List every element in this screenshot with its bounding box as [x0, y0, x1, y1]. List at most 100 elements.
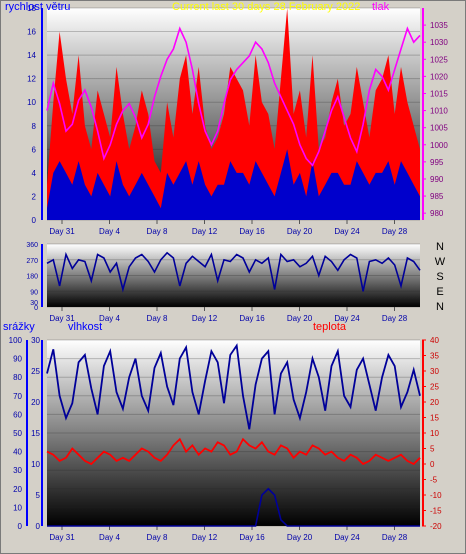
temp-tick-label: 10: [430, 429, 439, 438]
temp-tick-label: 25: [430, 383, 439, 392]
y-tick-label: 60: [13, 410, 22, 419]
y-tick-label: 10: [13, 503, 22, 512]
y-tick-label: 70: [13, 392, 22, 401]
x-tick-label: Day 24: [334, 227, 360, 236]
direction-label: W: [435, 256, 446, 268]
temp-tick-label: -5: [430, 476, 438, 485]
temp-tick-label: 0: [430, 460, 435, 469]
y2-tick-label: 1005: [430, 124, 448, 133]
y-tick-label: 40: [13, 448, 22, 457]
y-tick-label: 4: [32, 169, 37, 178]
y2-tick-label: 1020: [430, 72, 448, 81]
y-tick-label: 90: [13, 355, 22, 364]
rain-tick-label: 25: [31, 367, 40, 376]
y-tick-label: 0: [32, 216, 37, 225]
y2-tick-label: 985: [430, 192, 444, 201]
direction-chart-plot: [47, 244, 420, 307]
y2-tick-label: 980: [430, 209, 444, 218]
temp-tick-label: 35: [430, 352, 439, 361]
y-tick-label: 100: [9, 336, 23, 345]
temp-tick-label: 15: [430, 414, 439, 423]
temp-tick-label: -20: [430, 522, 442, 531]
x-tick-label: Day 28: [382, 314, 408, 323]
x-tick-label: Day 31: [49, 533, 75, 542]
temp-tick-label: 20: [430, 398, 439, 407]
y-tick-label: 14: [27, 51, 36, 60]
x-tick-label: Day 4: [99, 227, 120, 236]
y-tick-label: 10: [27, 98, 36, 107]
y-tick-label: 6: [32, 145, 37, 154]
y-tick-label: 0: [18, 522, 23, 531]
y2-tick-label: 1030: [430, 38, 448, 47]
chart-title: Current last 30 days 28 February 2022: [172, 1, 360, 13]
temperature-label: teplota: [313, 321, 347, 333]
x-tick-label: Day 24: [334, 314, 360, 323]
x-tick-label: Day 12: [192, 533, 218, 542]
y2-tick-label: 1035: [430, 21, 448, 30]
x-tick-label: Day 8: [147, 227, 168, 236]
y2-tick-label: 1000: [430, 141, 448, 150]
wind-speed-label: rychlost větru: [5, 1, 70, 13]
rain-tick-label: 10: [31, 460, 40, 469]
rain-tick-label: 5: [36, 491, 41, 500]
y-tick-label: 180: [26, 274, 38, 281]
pressure-line: [46, 26, 421, 167]
direction-label: S: [436, 271, 443, 283]
x-tick-label: Day 31: [49, 227, 75, 236]
x-tick-label: Day 28: [382, 227, 408, 236]
gust-area: [47, 8, 420, 220]
y2-tick-label: 1010: [430, 107, 448, 116]
temp-tick-label: -15: [430, 507, 442, 516]
y2-tick-label: 1025: [430, 55, 448, 64]
humidity-label: vlhkost: [68, 321, 102, 333]
x-tick-label: Day 31: [49, 314, 75, 323]
y-tick-label: 12: [27, 75, 36, 84]
x-tick-label: Day 12: [192, 227, 218, 236]
humidity-line: [46, 343, 421, 430]
humidity-chart-plot: [47, 340, 420, 526]
rain-label: srážky: [3, 321, 35, 333]
x-tick-label: Day 4: [99, 314, 120, 323]
y-tick-label: 2: [32, 192, 37, 201]
x-tick-label: Day 20: [287, 533, 313, 542]
temp-tick-label: 40: [430, 336, 439, 345]
y-tick-label: 16: [27, 28, 36, 37]
x-tick-label: Day 24: [334, 533, 360, 542]
rain-tick-label: 0: [36, 522, 41, 531]
y-tick-label: 80: [13, 373, 22, 382]
direction-label: E: [436, 286, 443, 298]
y2-tick-label: 1015: [430, 89, 448, 98]
x-tick-label: Day 4: [99, 533, 120, 542]
y-tick-label: 90: [30, 289, 38, 296]
x-tick-label: Day 16: [239, 227, 265, 236]
wind-area: [47, 149, 420, 220]
x-tick-label: Day 8: [147, 314, 168, 323]
y-tick-label: 8: [32, 122, 37, 131]
x-tick-label: Day 16: [239, 314, 265, 323]
y-tick-label: 20: [13, 485, 22, 494]
y-tick-label: 30: [13, 466, 22, 475]
x-tick-label: Day 16: [239, 533, 265, 542]
y-tick-label: 0: [34, 305, 38, 312]
x-tick-label: Day 12: [192, 314, 218, 323]
x-tick-label: Day 8: [147, 533, 168, 542]
x-tick-label: Day 20: [287, 314, 313, 323]
y-tick-label: 50: [13, 429, 22, 438]
temperature-line: [46, 437, 421, 466]
y2-tick-label: 995: [430, 158, 444, 167]
y2-tick-label: 990: [430, 175, 444, 184]
y-tick-label: 18: [27, 4, 36, 13]
direction-line: [46, 251, 421, 293]
x-tick-label: Day 28: [382, 533, 408, 542]
temp-tick-label: -10: [430, 491, 442, 500]
direction-label: N: [436, 301, 444, 313]
y-tick-label: 270: [26, 258, 38, 265]
pressure-label: tlak: [372, 1, 390, 13]
direction-label: N: [436, 241, 444, 253]
rain-tick-label: 15: [31, 429, 40, 438]
rain-tick-label: 20: [31, 398, 40, 407]
rain-line: [47, 487, 420, 527]
y-tick-label: 30: [30, 300, 38, 307]
y-tick-label: 360: [26, 242, 38, 249]
